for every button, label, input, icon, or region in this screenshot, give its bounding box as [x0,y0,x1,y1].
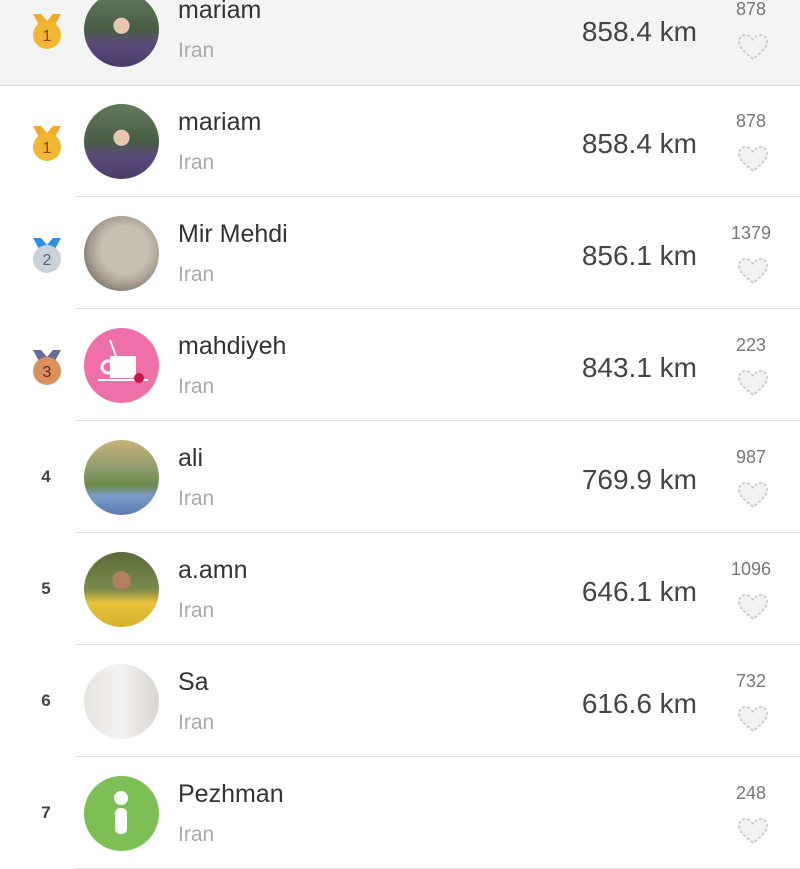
row-divider [75,420,800,421]
heart-icon[interactable] [737,817,769,845]
user-name[interactable]: ali [178,444,204,472]
distance: 858.4 km [581,128,697,159]
leaderboard-row[interactable]: 7 Pezhman Iran 248 [0,757,800,869]
svg-text:2: 2 [43,252,52,269]
avatar[interactable] [84,776,159,851]
row-divider [75,644,800,645]
distance: 769.9 km [581,464,697,495]
user-country: Iran [178,487,215,510]
distance: 858.4 km [581,16,697,47]
distance: 646.1 km [581,576,697,607]
row-divider [75,196,800,197]
heart-icon[interactable] [737,145,769,173]
user-name[interactable]: mariam [178,108,262,136]
row-divider [75,308,800,309]
row-divider [75,756,800,757]
avatar[interactable] [84,664,159,739]
avatar[interactable] [84,104,159,179]
rank-number: 7 [41,803,51,822]
distance: 843.1 km [581,352,697,383]
rank-number: 5 [41,579,51,598]
heart-icon[interactable] [737,593,769,621]
heart-icon[interactable] [737,257,769,285]
like-count: 223 [735,335,767,355]
leaderboard-row[interactable]: 5 a.amn Iran 646.1 km 1096 [0,533,800,645]
user-country: Iran [178,599,215,622]
like-count: 248 [735,783,767,803]
like-count: 878 [735,0,767,19]
bronze-medal-icon: 3 [33,350,61,385]
heart-icon[interactable] [737,481,769,509]
avatar[interactable] [84,0,159,67]
avatar[interactable] [84,440,159,515]
avatar[interactable] [84,328,159,403]
leaderboard-row[interactable]: 4 ali Iran 769.9 km 987 [0,421,800,533]
avatar[interactable] [84,216,159,291]
distance: 856.1 km [581,240,697,271]
avatar[interactable] [84,552,159,627]
user-name[interactable]: mahdiyeh [178,332,287,360]
user-name[interactable]: Pezhman [178,780,284,808]
leaderboard-row[interactable]: 3 mahdiyeh Iran 843.1 km 223 [0,309,800,421]
user-name[interactable]: mariam [178,0,262,24]
like-count: 878 [735,111,767,131]
like-count: 987 [735,447,767,467]
svg-text:1: 1 [43,140,52,157]
rank-number: 6 [41,691,51,710]
user-name[interactable]: Sa [178,668,209,696]
heart-icon[interactable] [737,33,769,61]
user-country: Iran [178,375,215,398]
user-name[interactable]: a.amn [178,556,248,584]
svg-text:3: 3 [43,364,52,381]
leaderboard-row[interactable]: 1 mariam Iran 858.4 km 878 [0,85,800,197]
leaderboard-row[interactable]: 2 Mir Mehdi Iran 856.1 km 1379 [0,197,800,309]
svg-text:1: 1 [43,28,52,45]
silver-medal-icon: 2 [33,238,61,273]
user-name[interactable]: Mir Mehdi [178,220,288,248]
user-country: Iran [178,263,215,286]
gold-medal-icon: 1 [33,14,61,49]
distance: 616.6 km [581,688,697,719]
like-count: 732 [735,671,767,691]
heart-icon[interactable] [737,705,769,733]
row-divider [75,532,800,533]
rank-number: 4 [41,467,51,486]
leaderboard-row[interactable]: 6 Sa Iran 616.6 km 732 [0,645,800,757]
gold-medal-icon: 1 [33,126,61,161]
heart-icon[interactable] [737,369,769,397]
user-country: Iran [178,823,215,846]
user-country: Iran [178,151,215,174]
like-count: 1379 [730,223,772,243]
current-user-row[interactable]: 1 mariam Iran 858.4 km 878 [0,0,800,86]
user-country: Iran [178,711,215,734]
user-country: Iran [178,39,215,62]
like-count: 1096 [730,559,772,579]
